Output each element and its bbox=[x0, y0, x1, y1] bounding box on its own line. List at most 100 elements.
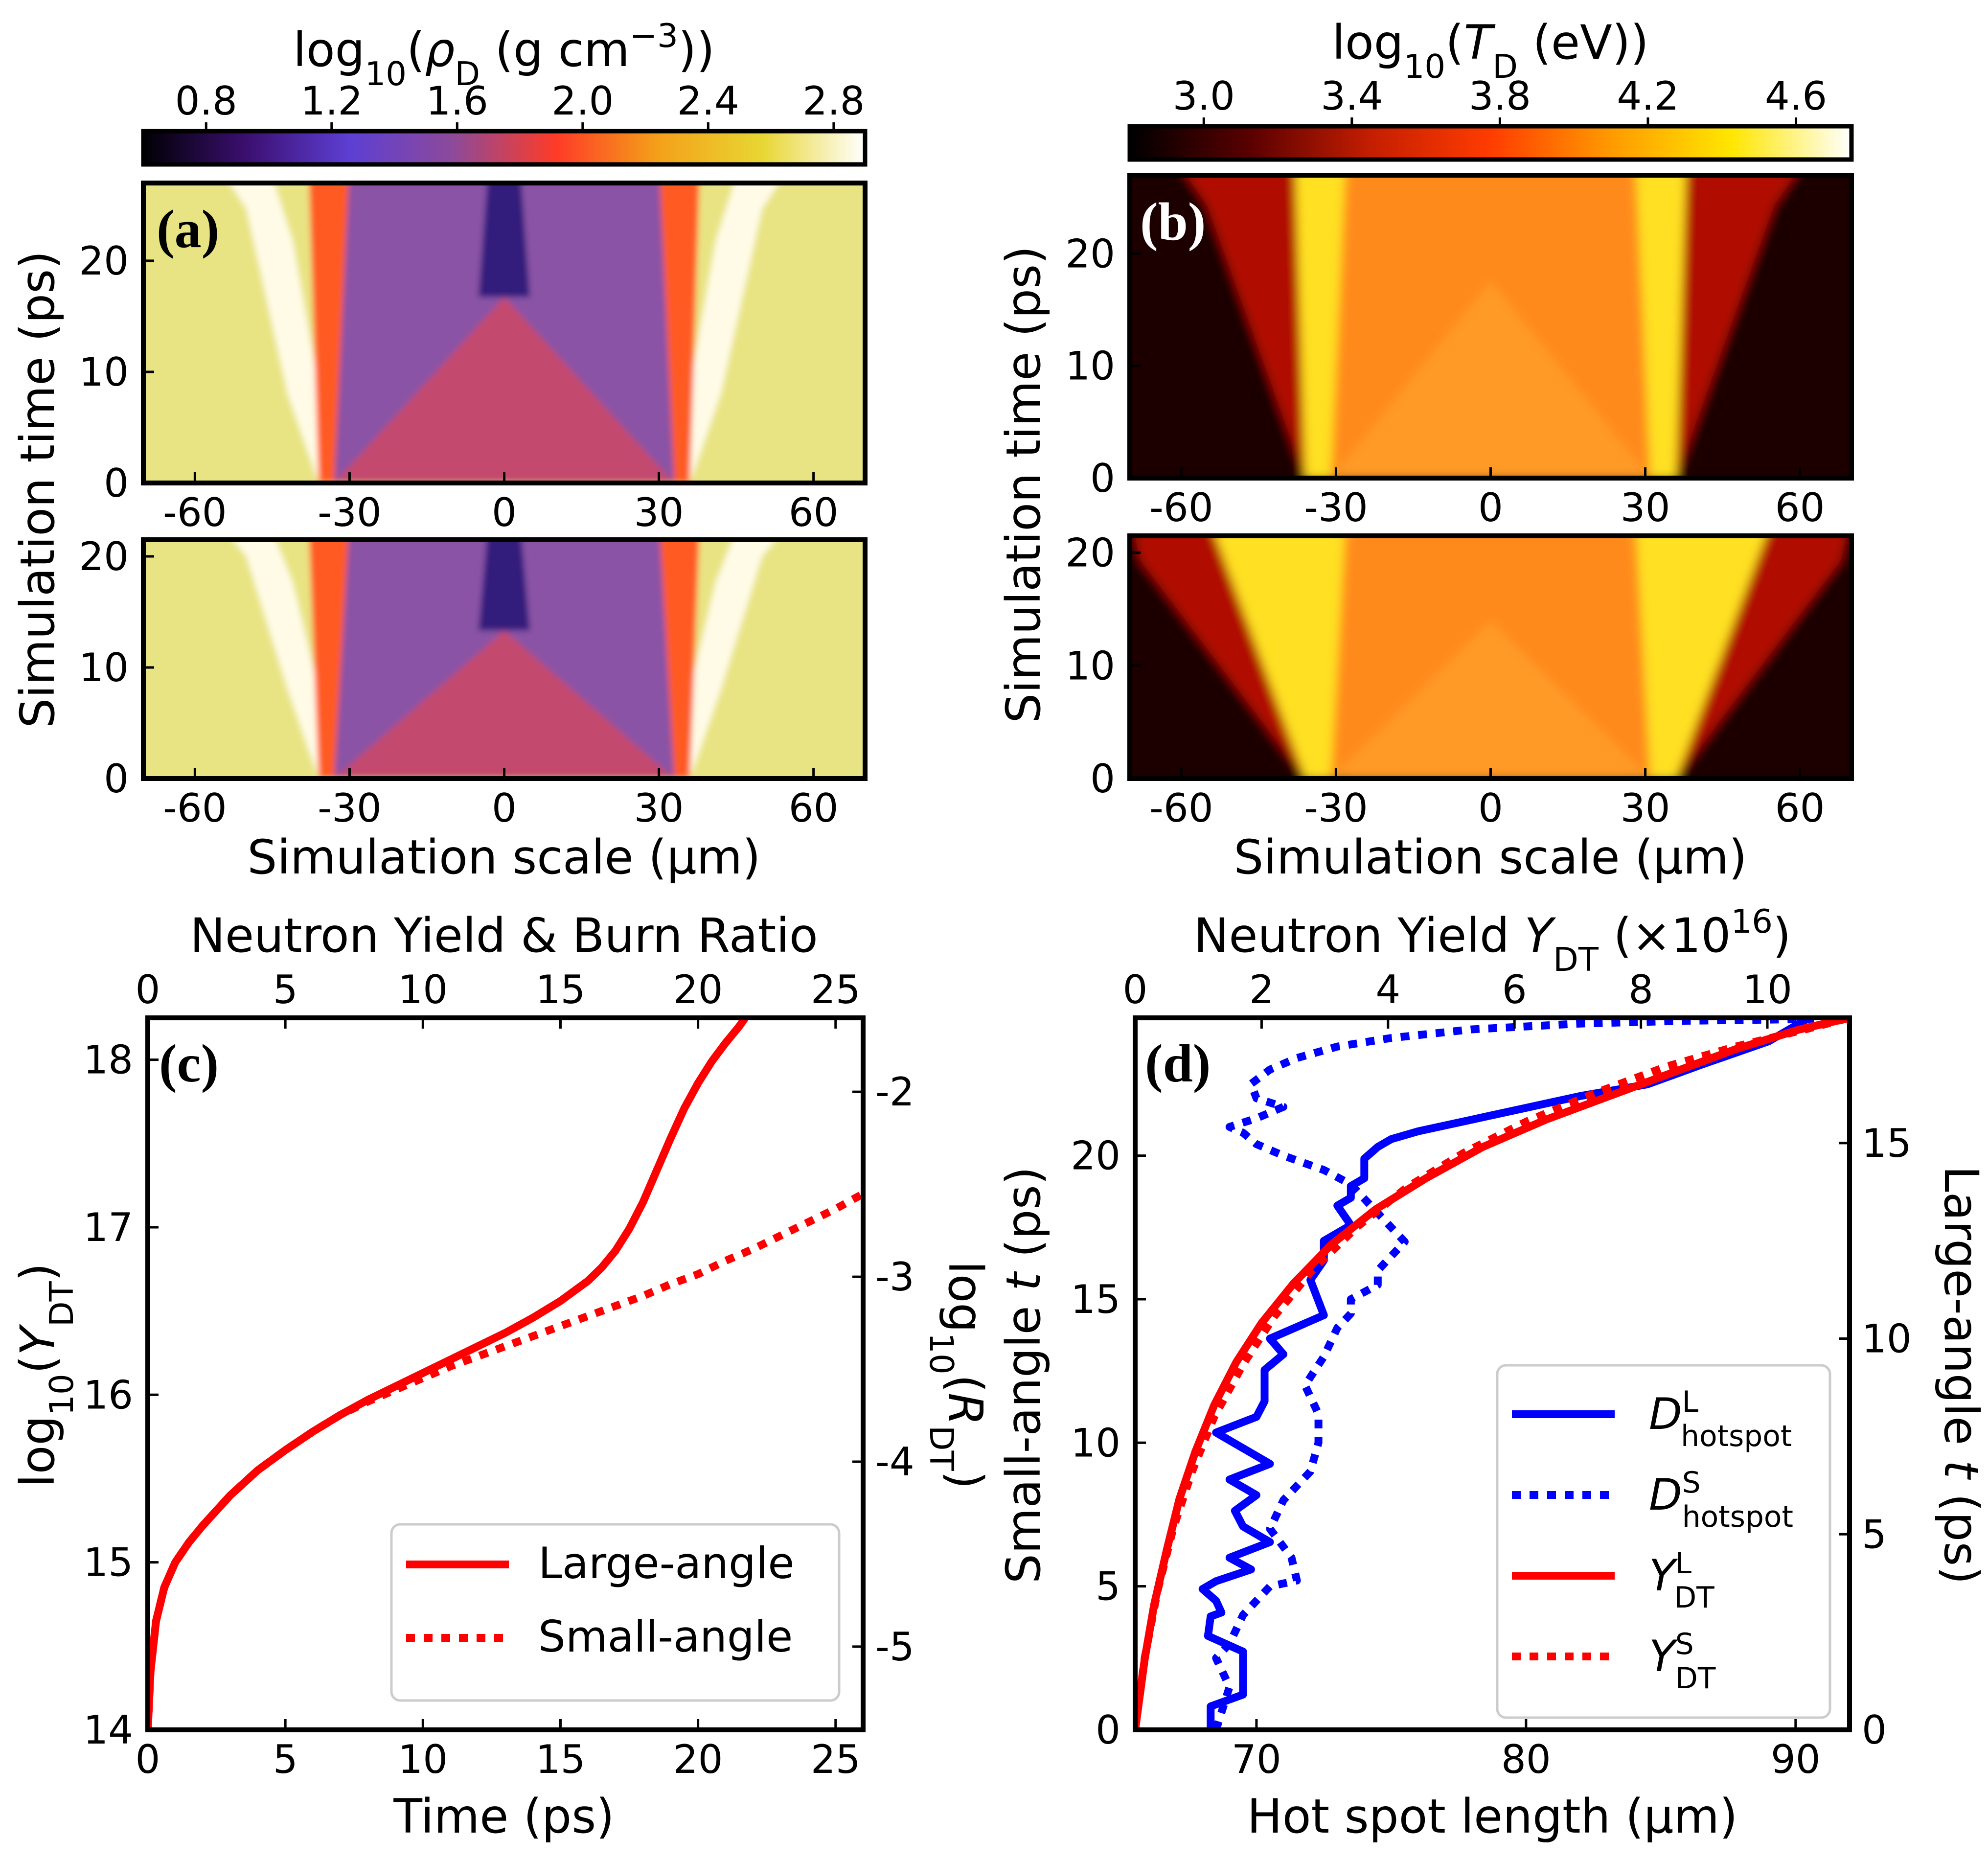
panel-a-colorbar-tick-label: 0.8 bbox=[175, 78, 237, 124]
panel-b-ytick-label: 0 bbox=[1090, 756, 1115, 802]
panel-c-top-xtick-label: 25 bbox=[811, 967, 861, 1012]
panel-b-colorbar-tick-label: 3.4 bbox=[1321, 73, 1383, 119]
panel-c-xlabel: Time (ps) bbox=[393, 1789, 614, 1844]
panel-a-xtick-label: 60 bbox=[789, 490, 839, 535]
panel-a-shell-right bbox=[685, 540, 776, 779]
panel-c-label: (c) bbox=[159, 1034, 219, 1093]
panel-a-colorbar-tick-label: 2.8 bbox=[802, 78, 865, 124]
panel-a-colorbar bbox=[141, 129, 868, 167]
panel-a-xtick-label: 0 bbox=[492, 785, 517, 831]
panel-d-frame bbox=[1133, 1015, 1852, 1732]
panel-c-neutron-yield: 0 5 10 15 20 25 0 5 10 15 20 25 14 15 16 17 18 -5 -4 -3 -2 Ne… bbox=[10, 908, 993, 1844]
panel-a-xtick-label: -30 bbox=[318, 785, 382, 831]
panel-b-xtick-label: 0 bbox=[1478, 785, 1503, 831]
panel-b-ytick-label: 20 bbox=[1065, 231, 1115, 276]
panel-b-xtick-label: -60 bbox=[1149, 785, 1213, 831]
panel-b-xtick-label: -60 bbox=[1149, 485, 1213, 530]
panel-c-top-xtick-label: 5 bbox=[273, 967, 298, 1012]
panel-d-xtick-label: 90 bbox=[1771, 1737, 1821, 1782]
panel-b-xtick-label: 0 bbox=[1478, 485, 1503, 530]
panel-c-plot-area bbox=[148, 1018, 863, 1730]
panel-b-ytick-label: 0 bbox=[1090, 456, 1115, 501]
panel-b-colorbar-tick-label: 3.8 bbox=[1469, 73, 1531, 119]
panel-b-colorbar-tick-label: 3.0 bbox=[1173, 73, 1235, 119]
panel-c-ylabel: log10(YDT) bbox=[10, 1263, 81, 1487]
panel-d-ytick-label: 20 bbox=[1071, 1133, 1120, 1179]
panel-a-xtick-label: 30 bbox=[634, 785, 684, 831]
panel-a-xtick-label: 30 bbox=[634, 490, 684, 535]
panel-b-xtick-label: -30 bbox=[1304, 785, 1368, 831]
panel-a-xlabel: Simulation scale (μm) bbox=[247, 830, 760, 885]
panel-d-ytick-label: 5 bbox=[1096, 1564, 1120, 1609]
panel-d-y2tick-label: 15 bbox=[1862, 1121, 1912, 1166]
panel-a-xtick-label: 60 bbox=[789, 785, 839, 831]
panel-b-label: (b) bbox=[1140, 192, 1206, 252]
panel-c-series-large-angle bbox=[148, 1018, 750, 1730]
panel-c-frame bbox=[145, 1015, 866, 1732]
panel-d-xtick-label: 80 bbox=[1501, 1737, 1551, 1782]
panel-c-ytick-label: 14 bbox=[83, 1707, 133, 1753]
panel-a-shell-left bbox=[233, 540, 324, 779]
panel-c-ytick-label: 18 bbox=[83, 1037, 133, 1083]
panel-d-y2tick-label: 10 bbox=[1862, 1316, 1912, 1362]
panel-d-ylabel: Small-angle t (ps) bbox=[996, 1167, 1051, 1584]
panel-a-heatmap bbox=[143, 183, 865, 483]
panel-c-y2tick-label: -3 bbox=[875, 1254, 914, 1300]
panel-c-ytick-label: 15 bbox=[83, 1540, 133, 1585]
panel-d-top-xtick-label: 4 bbox=[1375, 967, 1400, 1012]
panel-a-ytick-label: 10 bbox=[79, 349, 129, 395]
panel-a-ytick-label: 20 bbox=[79, 238, 129, 284]
panel-c-top-xtick-label: 15 bbox=[536, 967, 586, 1012]
panel-a-xtick-label: -30 bbox=[318, 490, 382, 535]
panel-d-top-xtick-label: 6 bbox=[1502, 967, 1527, 1012]
panel-c-legend-label: Large-angle bbox=[538, 1538, 795, 1588]
panel-a-compressed-region bbox=[334, 297, 675, 483]
panel-d-y2tick-label: 5 bbox=[1862, 1512, 1887, 1557]
panel-b-temperature: 3.0 3.4 3.8 4.2 4.6 log10(TD (eV)) 0 10 20 -60 -30… bbox=[996, 15, 1854, 885]
panel-d-legend-label: DL hotspot bbox=[1649, 1385, 1792, 1453]
panel-c-title: Neutron Yield & Burn Ratio bbox=[190, 908, 818, 963]
panel-a-shell-left bbox=[229, 183, 324, 483]
panel-c-xtick-label: 25 bbox=[811, 1737, 861, 1782]
panel-a-ylabel: Simulation time (ps) bbox=[10, 251, 65, 728]
panel-d-legend bbox=[1496, 1364, 1831, 1719]
panel-a-label: (a) bbox=[157, 199, 219, 259]
panel-d-ytick-label: 0 bbox=[1096, 1707, 1120, 1753]
panel-d-y2tick-label: 0 bbox=[1862, 1707, 1887, 1753]
panel-d-hotspot-length: 70 80 90 0 2 4 6 8 10 0 5 10 15 20 0 5 10 15 Neutron Yield… bbox=[996, 902, 1988, 1844]
panel-b-compressed-region bbox=[1330, 281, 1651, 478]
panel-d-plot-area bbox=[1135, 1018, 1850, 1730]
panel-c-xtick-label: 20 bbox=[673, 1737, 723, 1782]
panel-c-xtick-label: 10 bbox=[398, 1737, 448, 1782]
panel-a-void-region bbox=[478, 183, 530, 297]
panel-a-xtick-label: 0 bbox=[492, 490, 517, 535]
panel-a-ytick-label: 0 bbox=[104, 460, 129, 506]
panel-d-legend-label: DS hotspot bbox=[1649, 1466, 1793, 1534]
panel-b-ylabel: Simulation time (ps) bbox=[996, 246, 1051, 723]
panel-c-xtick-label: 15 bbox=[536, 1737, 586, 1782]
panel-b-colorbar bbox=[1127, 124, 1854, 162]
panel-c-top-xtick-label: 10 bbox=[398, 967, 448, 1012]
panel-b-xtick-label: 60 bbox=[1775, 485, 1825, 530]
panel-b-heatmap bbox=[1130, 536, 1851, 779]
panel-d-label: (d) bbox=[1145, 1034, 1211, 1093]
panel-d-xtick-label: 70 bbox=[1232, 1737, 1281, 1782]
panel-c-y2tick-label: -4 bbox=[875, 1439, 914, 1485]
panel-d-top-xtick-label: 10 bbox=[1742, 967, 1792, 1012]
panel-c-ytick-label: 16 bbox=[83, 1372, 133, 1418]
panel-c-top-xtick-label: 0 bbox=[136, 967, 160, 1012]
panel-b-xtick-label: 30 bbox=[1621, 785, 1670, 831]
panel-a-xtick-label: -60 bbox=[163, 490, 227, 535]
panel-c-series-small-angle bbox=[148, 1190, 863, 1730]
panel-d-ytick-label: 15 bbox=[1071, 1277, 1120, 1322]
panel-d-ytick-label: 10 bbox=[1071, 1420, 1120, 1466]
panel-d-xlabel: Hot spot length (μm) bbox=[1247, 1789, 1738, 1844]
panel-a-heatmap bbox=[143, 540, 865, 779]
panel-a-colorbar-title: log10(ρD (g cm−3)) bbox=[293, 17, 715, 93]
panel-d-series-d-large bbox=[1198, 1018, 1811, 1730]
panel-d-series-y-small bbox=[1135, 1018, 1850, 1730]
panel-a-colorbar-tick-label: 1.6 bbox=[426, 78, 488, 124]
panel-c-y2tick-label: -2 bbox=[875, 1069, 914, 1115]
panel-b-ytick-label: 10 bbox=[1065, 344, 1115, 389]
